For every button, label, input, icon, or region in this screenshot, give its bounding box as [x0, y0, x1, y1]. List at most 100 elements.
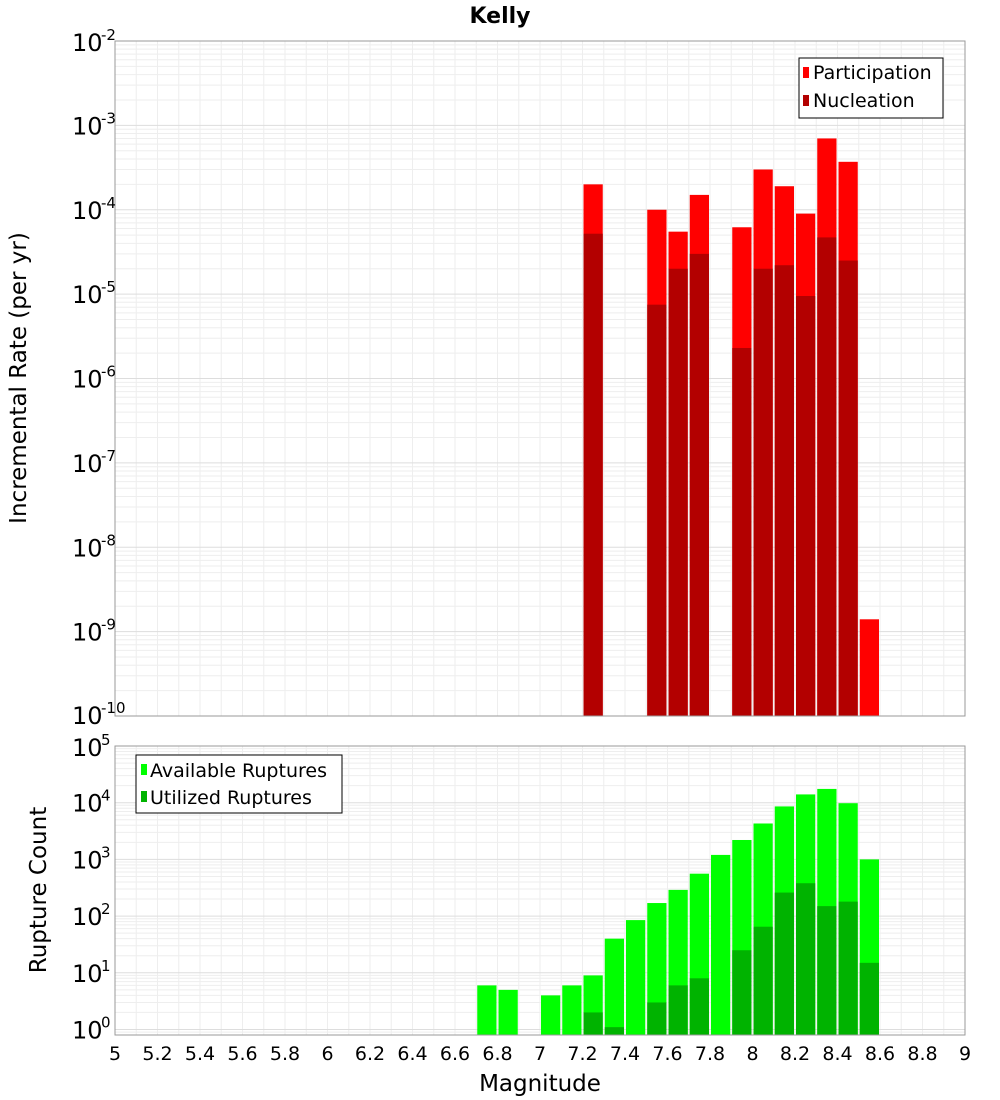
- nucleation-bar: [668, 268, 688, 716]
- x-tick-label: 8.4: [822, 1043, 852, 1065]
- bottom-x-ticks: 5 5.2 5.4 5.6 5.8 6 6.2 6.4 6.6 6.8 7 7.2 7.4 7.6 7.8 8…: [109, 1043, 971, 1065]
- x-tick-label: 9: [959, 1043, 971, 1065]
- bottom-ytick-exponent: 5: [101, 731, 111, 749]
- x-tick-label: 7.4: [610, 1043, 640, 1065]
- x-tick-label: 8: [746, 1043, 758, 1065]
- top-ytick-label: 10: [72, 112, 103, 140]
- utilized-ruptures-bar: [732, 950, 752, 1035]
- utilized-ruptures-bar: [689, 978, 709, 1035]
- bottom-ytick-label: 10: [72, 1017, 103, 1045]
- bottom-plot-frame: [114, 745, 966, 1036]
- x-tick-label: 5: [109, 1043, 121, 1065]
- top-y-axis-label: Incremental Rate (per yr): [6, 232, 32, 524]
- top-ytick-exponent: -8: [101, 531, 116, 549]
- utilized-ruptures-bar: [796, 883, 816, 1035]
- top-ytick-label: 10: [72, 366, 103, 394]
- utilized-ruptures-bar: [668, 985, 688, 1035]
- x-tick-label: 5.4: [185, 1043, 215, 1065]
- x-tick-label: 7.2: [567, 1043, 597, 1065]
- top-bars: [583, 138, 879, 717]
- utilized-ruptures-bar: [583, 1012, 603, 1035]
- chart-title: Kelly: [469, 4, 530, 29]
- bottom-ytick-exponent: 1: [101, 957, 111, 975]
- legend-label-nucleation: Nucleation: [813, 90, 915, 112]
- x-tick-label: 5.8: [270, 1043, 300, 1065]
- legend-swatch-utilized: [141, 791, 147, 802]
- utilized-ruptures-bar: [774, 892, 794, 1035]
- nucleation-bar: [838, 260, 858, 716]
- top-ytick-label: 10: [72, 450, 103, 478]
- top-grid: [115, 41, 966, 717]
- x-tick-label: 8.8: [907, 1043, 937, 1065]
- top-plot-frame: [114, 40, 966, 717]
- bottom-ytick-label: 10: [72, 734, 103, 762]
- utilized-ruptures-bar: [604, 1027, 624, 1035]
- participation-bar: [859, 619, 879, 716]
- utilized-ruptures-bar: [838, 901, 858, 1035]
- nucleation-bar: [689, 253, 709, 716]
- x-tick-label: 5.6: [227, 1043, 257, 1065]
- top-ytick-exponent: -2: [101, 26, 116, 44]
- bottom-y-axis-label: Rupture Count: [26, 807, 52, 973]
- top-ytick-exponent: -10: [101, 699, 126, 717]
- available-ruptures-bar: [626, 920, 646, 1035]
- bottom-bars: [477, 788, 879, 1035]
- top-legend-box: [798, 57, 944, 119]
- available-ruptures-bar: [647, 903, 667, 1035]
- bottom-ytick-label: 10: [72, 846, 103, 874]
- x-axis-label: Magnitude: [479, 1071, 601, 1097]
- available-ruptures-bar: [711, 854, 731, 1035]
- x-tick-label: 6.4: [397, 1043, 427, 1065]
- utilized-ruptures-bar: [817, 906, 837, 1035]
- x-tick-label: 8.2: [780, 1043, 810, 1065]
- legend-label-participation: Participation: [813, 62, 932, 84]
- legend-swatch-participation: [803, 67, 809, 78]
- nucleation-bar: [583, 233, 603, 716]
- available-ruptures-bar: [562, 985, 582, 1035]
- x-tick-label: 7.6: [652, 1043, 682, 1065]
- nucleation-bar: [817, 237, 837, 716]
- top-ytick-label: 10: [72, 197, 103, 225]
- bottom-ytick-label: 10: [72, 903, 103, 931]
- nucleation-bar: [732, 347, 752, 716]
- bottom-ytick-label: 10: [72, 960, 103, 988]
- top-ytick-exponent: -5: [101, 278, 116, 296]
- utilized-ruptures-bar: [753, 926, 773, 1035]
- legend-label-utilized: Utilized Ruptures: [150, 787, 312, 809]
- utilized-ruptures-bar: [859, 962, 879, 1035]
- x-tick-label: 6.6: [440, 1043, 470, 1065]
- nucleation-bar: [796, 296, 816, 716]
- legend-swatch-available: [141, 764, 147, 775]
- nucleation-bar: [774, 265, 794, 716]
- bottom-ytick-exponent: 2: [101, 900, 111, 918]
- top-ytick-exponent: -3: [101, 109, 116, 127]
- available-ruptures-bar: [498, 989, 518, 1035]
- nucleation-bar: [647, 304, 667, 716]
- bottom-legend-box: [135, 754, 343, 814]
- x-tick-label: 6.2: [355, 1043, 385, 1065]
- x-tick-label: 5.2: [142, 1043, 172, 1065]
- top-ytick-exponent: -7: [101, 447, 116, 465]
- available-ruptures-bar: [604, 938, 624, 1035]
- available-ruptures-bar: [477, 985, 497, 1035]
- top-ytick-label: 10: [72, 702, 103, 730]
- bottom-ytick-exponent: 3: [101, 843, 111, 861]
- legend-label-available: Available Ruptures: [150, 760, 327, 782]
- x-tick-label: 8.6: [865, 1043, 895, 1065]
- top-ytick-label: 10: [72, 29, 103, 57]
- nucleation-bar: [753, 268, 773, 716]
- top-legend: Participation Nucleation: [798, 57, 944, 119]
- x-tick-label: 6.8: [482, 1043, 512, 1065]
- top-ytick-exponent: -6: [101, 363, 116, 381]
- top-ytick-label: 10: [72, 619, 103, 647]
- top-ytick-label: 10: [72, 534, 103, 562]
- x-tick-label: 7.8: [695, 1043, 725, 1065]
- top-ytick-exponent: -9: [101, 616, 116, 634]
- bottom-legend: Available Ruptures Utilized Ruptures: [135, 754, 343, 814]
- bottom-ytick-exponent: 4: [101, 787, 111, 805]
